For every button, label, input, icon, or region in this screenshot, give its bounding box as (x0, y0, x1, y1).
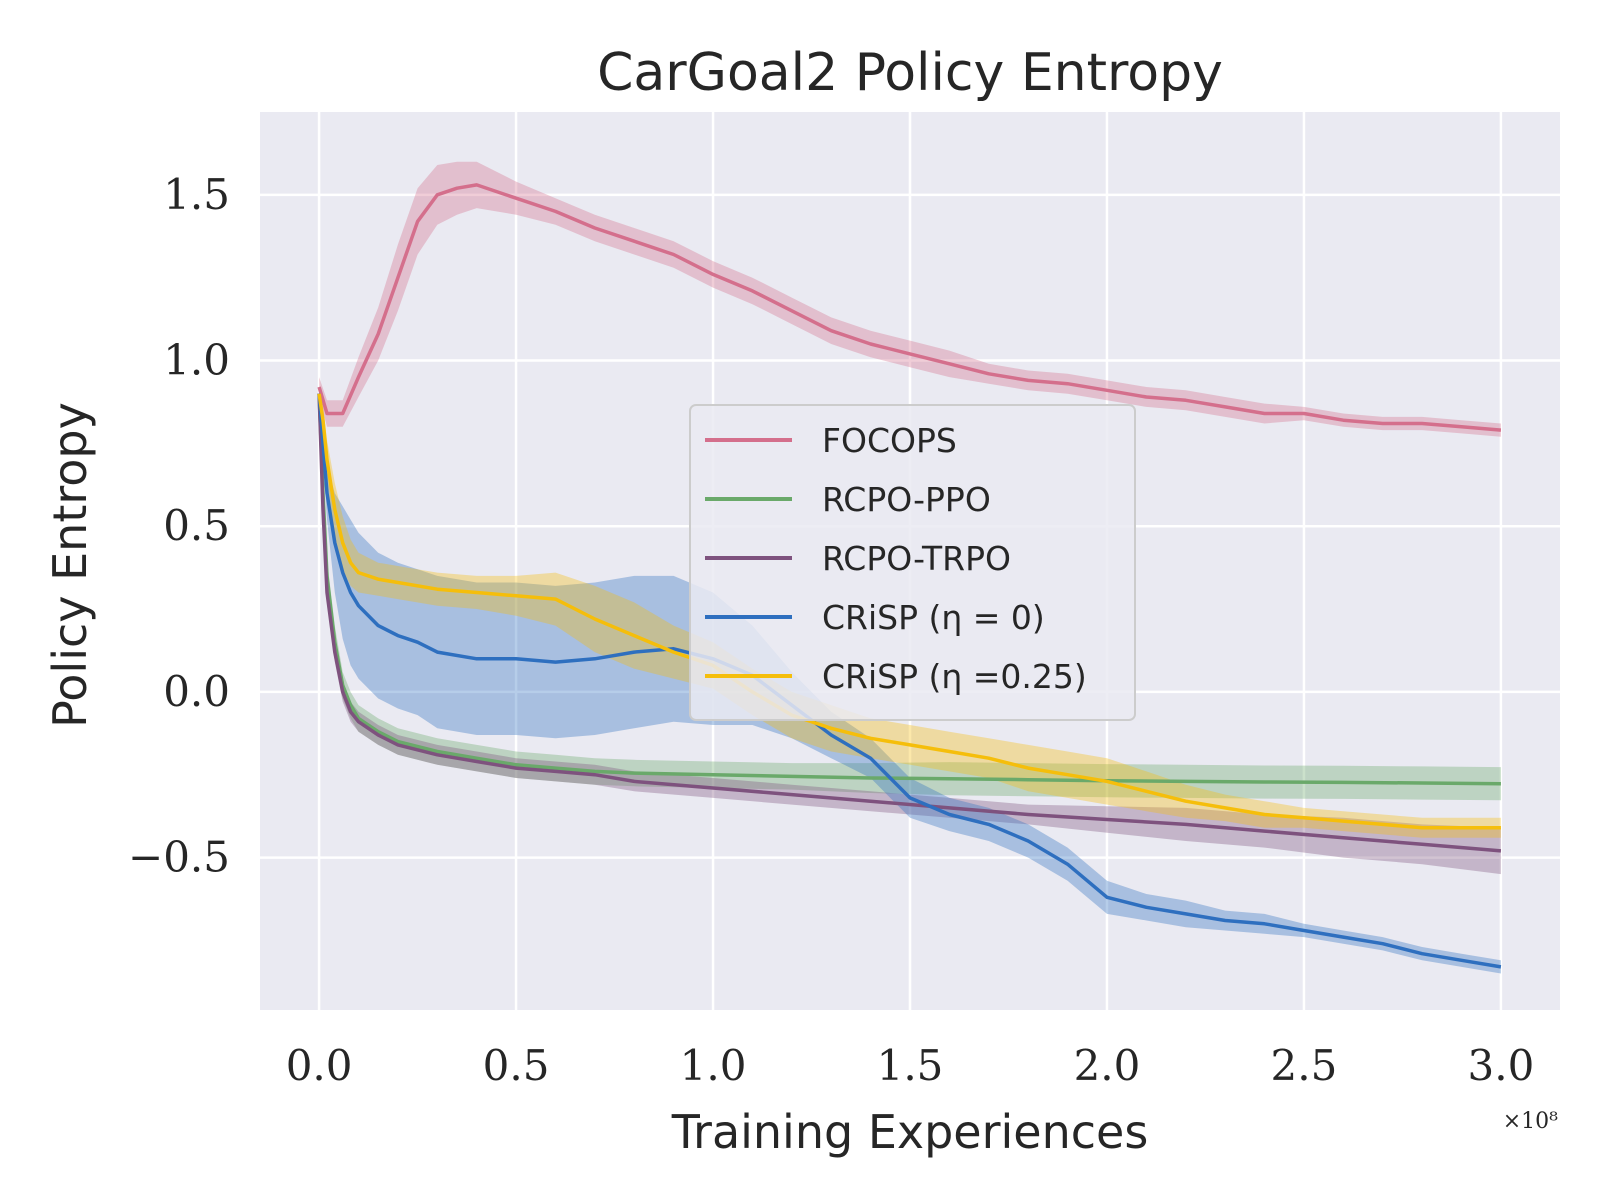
x-tick-label: 2.5 (1271, 1041, 1338, 1090)
x-offset-label: ×10⁸ (1503, 1109, 1558, 1134)
x-tick-label: 2.0 (1074, 1041, 1141, 1090)
legend-label: RCPO-PPO (822, 480, 991, 519)
y-axis-label: Policy Entropy (43, 402, 97, 728)
legend-label: FOCOPS (822, 421, 957, 460)
legend-label: CRiSP (η = 0) (822, 598, 1045, 637)
legend: FOCOPS RCPO-PPO RCPO-TRPO CRiSP (η = 0) CRiS… (689, 404, 1136, 721)
chart-title: CarGoal2 Policy Entropy (597, 43, 1223, 103)
legend-label: CRiSP (η =0.25) (822, 657, 1087, 696)
series-band-4 (319, 387, 1501, 838)
y-tick-label: 1.5 (163, 170, 230, 219)
series-band-3 (319, 387, 1501, 974)
series-line-0 (317, 183, 1502, 432)
legend-box (689, 404, 1136, 721)
y-tick-label: 1.0 (163, 336, 230, 385)
y-tick-label: 0.0 (163, 667, 230, 716)
x-axis-label: Training Experiences (671, 1105, 1149, 1159)
legend-label: RCPO-TRPO (822, 539, 1011, 578)
series-band-0 (319, 161, 1501, 437)
x-tick-labels: 0.0 0.5 1.0 1.5 2.0 2.5 3.0 (286, 1041, 1535, 1090)
x-tick-label: 0.5 (483, 1041, 550, 1090)
x-tick-label: 0.0 (286, 1041, 353, 1090)
x-tick-label: 1.0 (680, 1041, 747, 1090)
x-tick-label: 1.5 (877, 1041, 944, 1090)
series-band-1 (319, 387, 1501, 801)
y-tick-labels: 1.5 1.0 0.5 0.0 −0.5 (128, 170, 230, 882)
y-tick-label: 0.5 (163, 501, 230, 550)
y-tick-label: −0.5 (128, 833, 230, 882)
x-tick-label: 3.0 (1468, 1041, 1535, 1090)
series-line-1 (317, 393, 1501, 786)
series-line-2 (317, 393, 1502, 853)
